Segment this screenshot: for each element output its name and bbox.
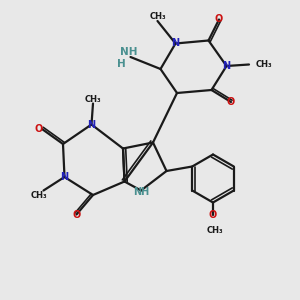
- Text: O: O: [215, 14, 223, 25]
- Text: CH₃: CH₃: [149, 12, 166, 21]
- Text: CH₃: CH₃: [85, 94, 101, 103]
- Text: CH₃: CH₃: [256, 60, 272, 69]
- Text: O: O: [34, 124, 43, 134]
- Text: N: N: [60, 172, 69, 182]
- Text: H: H: [116, 58, 125, 69]
- Text: NH: NH: [120, 46, 138, 57]
- Text: O: O: [209, 210, 217, 220]
- Text: NH: NH: [133, 187, 149, 197]
- Text: N: N: [222, 61, 231, 71]
- Text: N: N: [171, 38, 180, 49]
- Text: O: O: [227, 97, 235, 107]
- Text: N: N: [87, 119, 96, 130]
- Text: CH₃: CH₃: [31, 190, 47, 200]
- Text: CH₃: CH₃: [207, 226, 224, 235]
- Text: O: O: [72, 209, 81, 220]
